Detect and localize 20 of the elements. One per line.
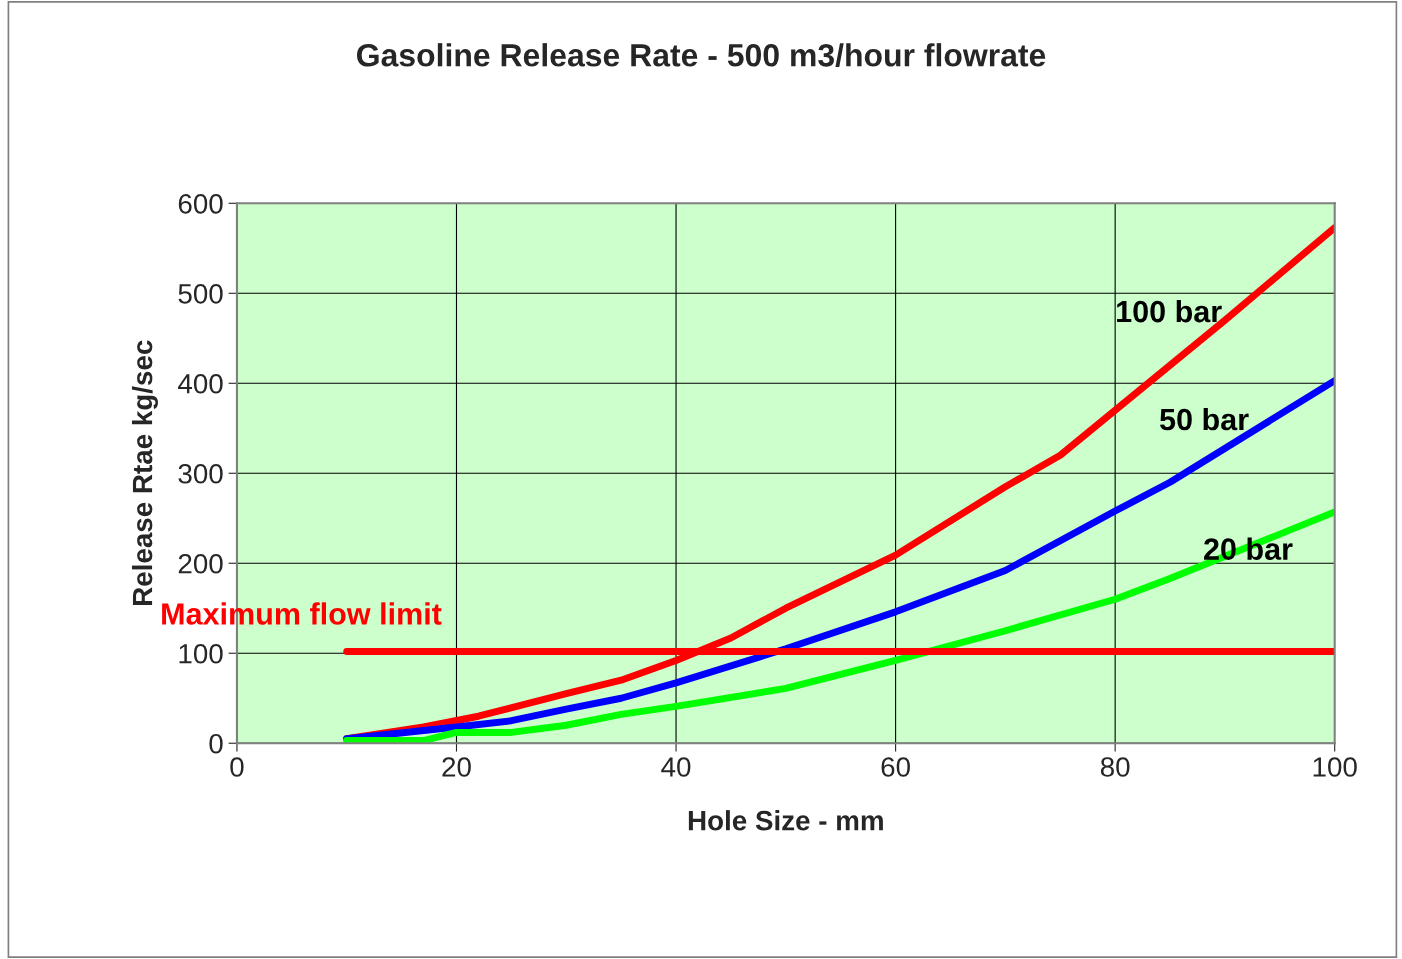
x-tick-label: 80 xyxy=(1100,757,1130,777)
y-axis-title: Release Rtae kg/sec xyxy=(131,340,158,605)
series-label: 50 bar xyxy=(1160,407,1249,431)
y-tick-label: 500 xyxy=(178,283,223,304)
x-tick-label: 60 xyxy=(881,757,910,777)
chart-title: Gasoline Release Rate - 500 m3/hour flowrate xyxy=(357,43,1046,67)
y-tick-label: 200 xyxy=(178,553,223,574)
x-tick-label: 0 xyxy=(230,757,244,777)
y-tick-label: 0 xyxy=(209,733,223,754)
y-tick-label: 600 xyxy=(178,193,223,214)
x-tick-label: 40 xyxy=(661,757,691,777)
series-label: Maximum flow limit xyxy=(162,602,442,625)
x-tick-label: 100 xyxy=(1313,757,1357,777)
x-axis-title: Hole Size - mm xyxy=(688,810,883,831)
y-tick-label: 300 xyxy=(178,463,223,484)
y-tick-label: 100 xyxy=(179,643,223,664)
series-label: 100 bar xyxy=(1117,299,1222,323)
y-tick-label: 400 xyxy=(178,373,223,394)
x-tick-label: 20 xyxy=(442,757,471,777)
series-label: 20 bar xyxy=(1204,537,1293,560)
